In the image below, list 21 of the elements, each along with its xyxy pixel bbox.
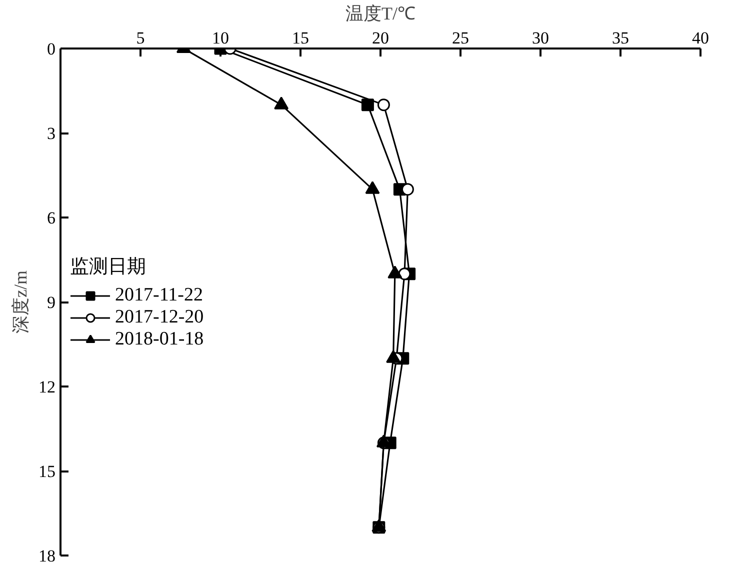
x-tick-label: 20 <box>372 28 389 48</box>
y-tick-label: 3 <box>47 124 56 143</box>
y-tick-label: 12 <box>38 378 56 396</box>
legend-label: 2018-01-18 <box>115 328 204 350</box>
y-tick-label: 0 <box>47 40 56 58</box>
x-tick-label: 40 <box>692 28 709 48</box>
y-axis-title: 深度z/m <box>10 270 30 334</box>
x-tick-label: 5 <box>136 28 145 48</box>
y-tick-label: 18 <box>38 546 56 566</box>
x-tick-label: 25 <box>452 28 469 48</box>
x-tick-label: 30 <box>532 28 549 48</box>
legend-title: 监测日期 <box>70 255 147 279</box>
x-tick-label: 15 <box>292 28 309 48</box>
legend-label: 2017-11-22 <box>115 284 203 306</box>
y-tick-label: 9 <box>47 293 56 312</box>
x-axis-title: 温度T/℃ <box>346 4 416 24</box>
x-tick-label: 10 <box>212 28 229 48</box>
x-tick-label: 35 <box>612 28 629 48</box>
y-tick-label: 6 <box>47 208 56 228</box>
y-tick-label: 15 <box>38 462 56 481</box>
legend-label: 2017-12-20 <box>115 306 204 328</box>
